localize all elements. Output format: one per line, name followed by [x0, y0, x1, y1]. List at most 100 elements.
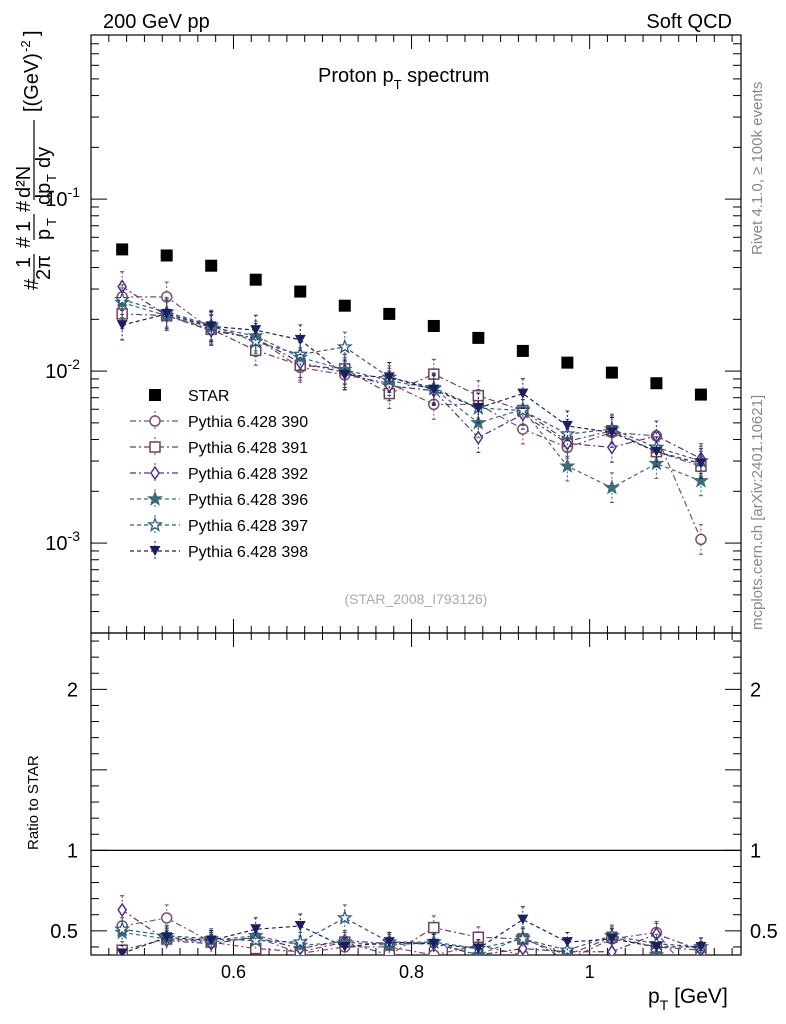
ratio-point: [650, 941, 662, 952]
ratio-point: [292, 933, 309, 949]
ratio-point: [160, 912, 173, 924]
star-data-point: [338, 299, 351, 312]
ratio-point: [114, 920, 131, 937]
ratio-series-group: [114, 895, 709, 955]
legend: STAR Pythia 6.428 390 Pythia 6.428 391 Pyth…: [130, 388, 308, 561]
data-point: [250, 325, 262, 336]
data-point: [695, 533, 707, 546]
series-line: [122, 296, 702, 540]
data-point: [205, 321, 217, 332]
series-line: [122, 313, 702, 467]
ratio-y-tick-label-right: 0.5: [750, 921, 778, 943]
legend-marker: [150, 465, 160, 481]
ratio-point: [561, 937, 573, 948]
data-point: [648, 455, 665, 471]
ratio-line: [122, 926, 701, 955]
rivet-version-label: Rivet 4.1.0, ≥ 100k events: [749, 82, 766, 255]
ratio-series-6: [116, 906, 707, 955]
star-data-point: [160, 249, 173, 262]
ratio-y-tick-label-right: 2: [750, 679, 761, 701]
y-tick-label: 10-3: [45, 528, 80, 555]
svg-text:1: 1: [13, 221, 35, 232]
data-point: [695, 458, 707, 469]
ratio-point: [606, 933, 618, 944]
star-data-point: [205, 259, 218, 272]
svg-text:#: #: [13, 236, 35, 248]
star-data-point: [605, 366, 618, 379]
ratio-y-tick-label: 0.5: [50, 921, 78, 943]
data-point: [603, 479, 620, 495]
ratio-line: [121, 918, 701, 954]
data-point: [559, 457, 576, 473]
ratio-point: [250, 924, 262, 935]
data-point: [116, 320, 128, 331]
star-data-point: [516, 344, 529, 357]
ratio-y-tick-label: 1: [67, 840, 78, 862]
star-data-point: [294, 285, 307, 298]
legend-label: Pythia 6.428 390: [188, 414, 308, 431]
ratio-point: [205, 935, 217, 946]
ratio-y-tick-label-right: 1: [750, 840, 761, 862]
svg-text:]: ]: [21, 30, 43, 36]
ratio-point: [695, 941, 707, 952]
data-point: [472, 403, 484, 414]
y-axis-label: # 1 2π # 1 p T # d²N dp T dy [(GeV) -2 ]: [13, 30, 59, 290]
star-data-point: [694, 388, 707, 401]
series-line: [122, 299, 702, 462]
x-tick-label: 0.6: [221, 962, 246, 982]
legend-marker: [149, 415, 161, 427]
x-axis-label: pT [GeV]: [648, 985, 728, 1013]
data-point: [336, 338, 353, 354]
axis-ticks: 0.6 0.8 1 10-3 10-2 10-1 0.5 0.5 1 1 2 2: [45, 34, 778, 982]
x-tick-label: 0.8: [399, 962, 424, 982]
category-label: Soft QCD: [646, 11, 732, 33]
svg-text:dp: dp: [33, 183, 55, 205]
ratio-point: [336, 909, 353, 925]
ratio-point: [383, 937, 395, 948]
ratio-point: [517, 941, 528, 955]
legend-marker: [147, 516, 163, 532]
legend-marker-star: [149, 389, 161, 401]
ratio-point: [472, 943, 484, 954]
ratio-line: [122, 917, 676, 955]
ratio-point: [517, 914, 529, 925]
legend-marker: [147, 490, 163, 506]
data-point: [161, 308, 173, 319]
data-point: [114, 291, 131, 307]
ratio-point: [117, 902, 128, 918]
ratio-y-axis-label: Ratio to STAR: [25, 755, 42, 850]
legend-label-star: STAR: [188, 388, 229, 405]
energy-label: 200 GeV pp: [103, 11, 210, 33]
svg-text:T: T: [44, 218, 59, 226]
ratio-point: [339, 941, 351, 952]
plot-title: Proton pT spectrum: [318, 65, 489, 92]
source-label: mcplots.cern.ch [arXiv:2401.10621]: [749, 395, 766, 630]
ratio-point: [564, 954, 571, 955]
data-point: [692, 472, 709, 488]
svg-text:#: #: [21, 278, 43, 290]
svg-text:1: 1: [13, 257, 35, 268]
ratio-y-tick-label: 2: [67, 679, 78, 701]
svg-text:T: T: [44, 174, 59, 182]
series-line: [121, 286, 702, 460]
x-tick-label: 1: [585, 962, 595, 982]
star-data-point: [561, 356, 574, 369]
star-data-point: [650, 377, 663, 390]
ratio-point: [161, 932, 173, 943]
series-line: [121, 302, 702, 489]
svg-text:2π: 2π: [33, 255, 55, 280]
y-tick-label: 10-1: [45, 184, 80, 211]
data-marks: [91, 243, 741, 955]
ratio-point: [514, 930, 531, 946]
data-point: [606, 427, 618, 438]
ratio-point: [428, 938, 440, 949]
reference-series: [116, 243, 707, 401]
svg-text:dy: dy: [33, 147, 55, 168]
ratio-point: [247, 932, 264, 948]
legend-label: Pythia 6.428 397: [188, 518, 308, 535]
data-point: [561, 420, 573, 431]
ratio-point: [116, 948, 128, 955]
legend-label: Pythia 6.428 396: [188, 492, 308, 509]
legend-label: Pythia 6.428 391: [188, 440, 308, 457]
legend-label: Pythia 6.428 392: [188, 466, 308, 483]
